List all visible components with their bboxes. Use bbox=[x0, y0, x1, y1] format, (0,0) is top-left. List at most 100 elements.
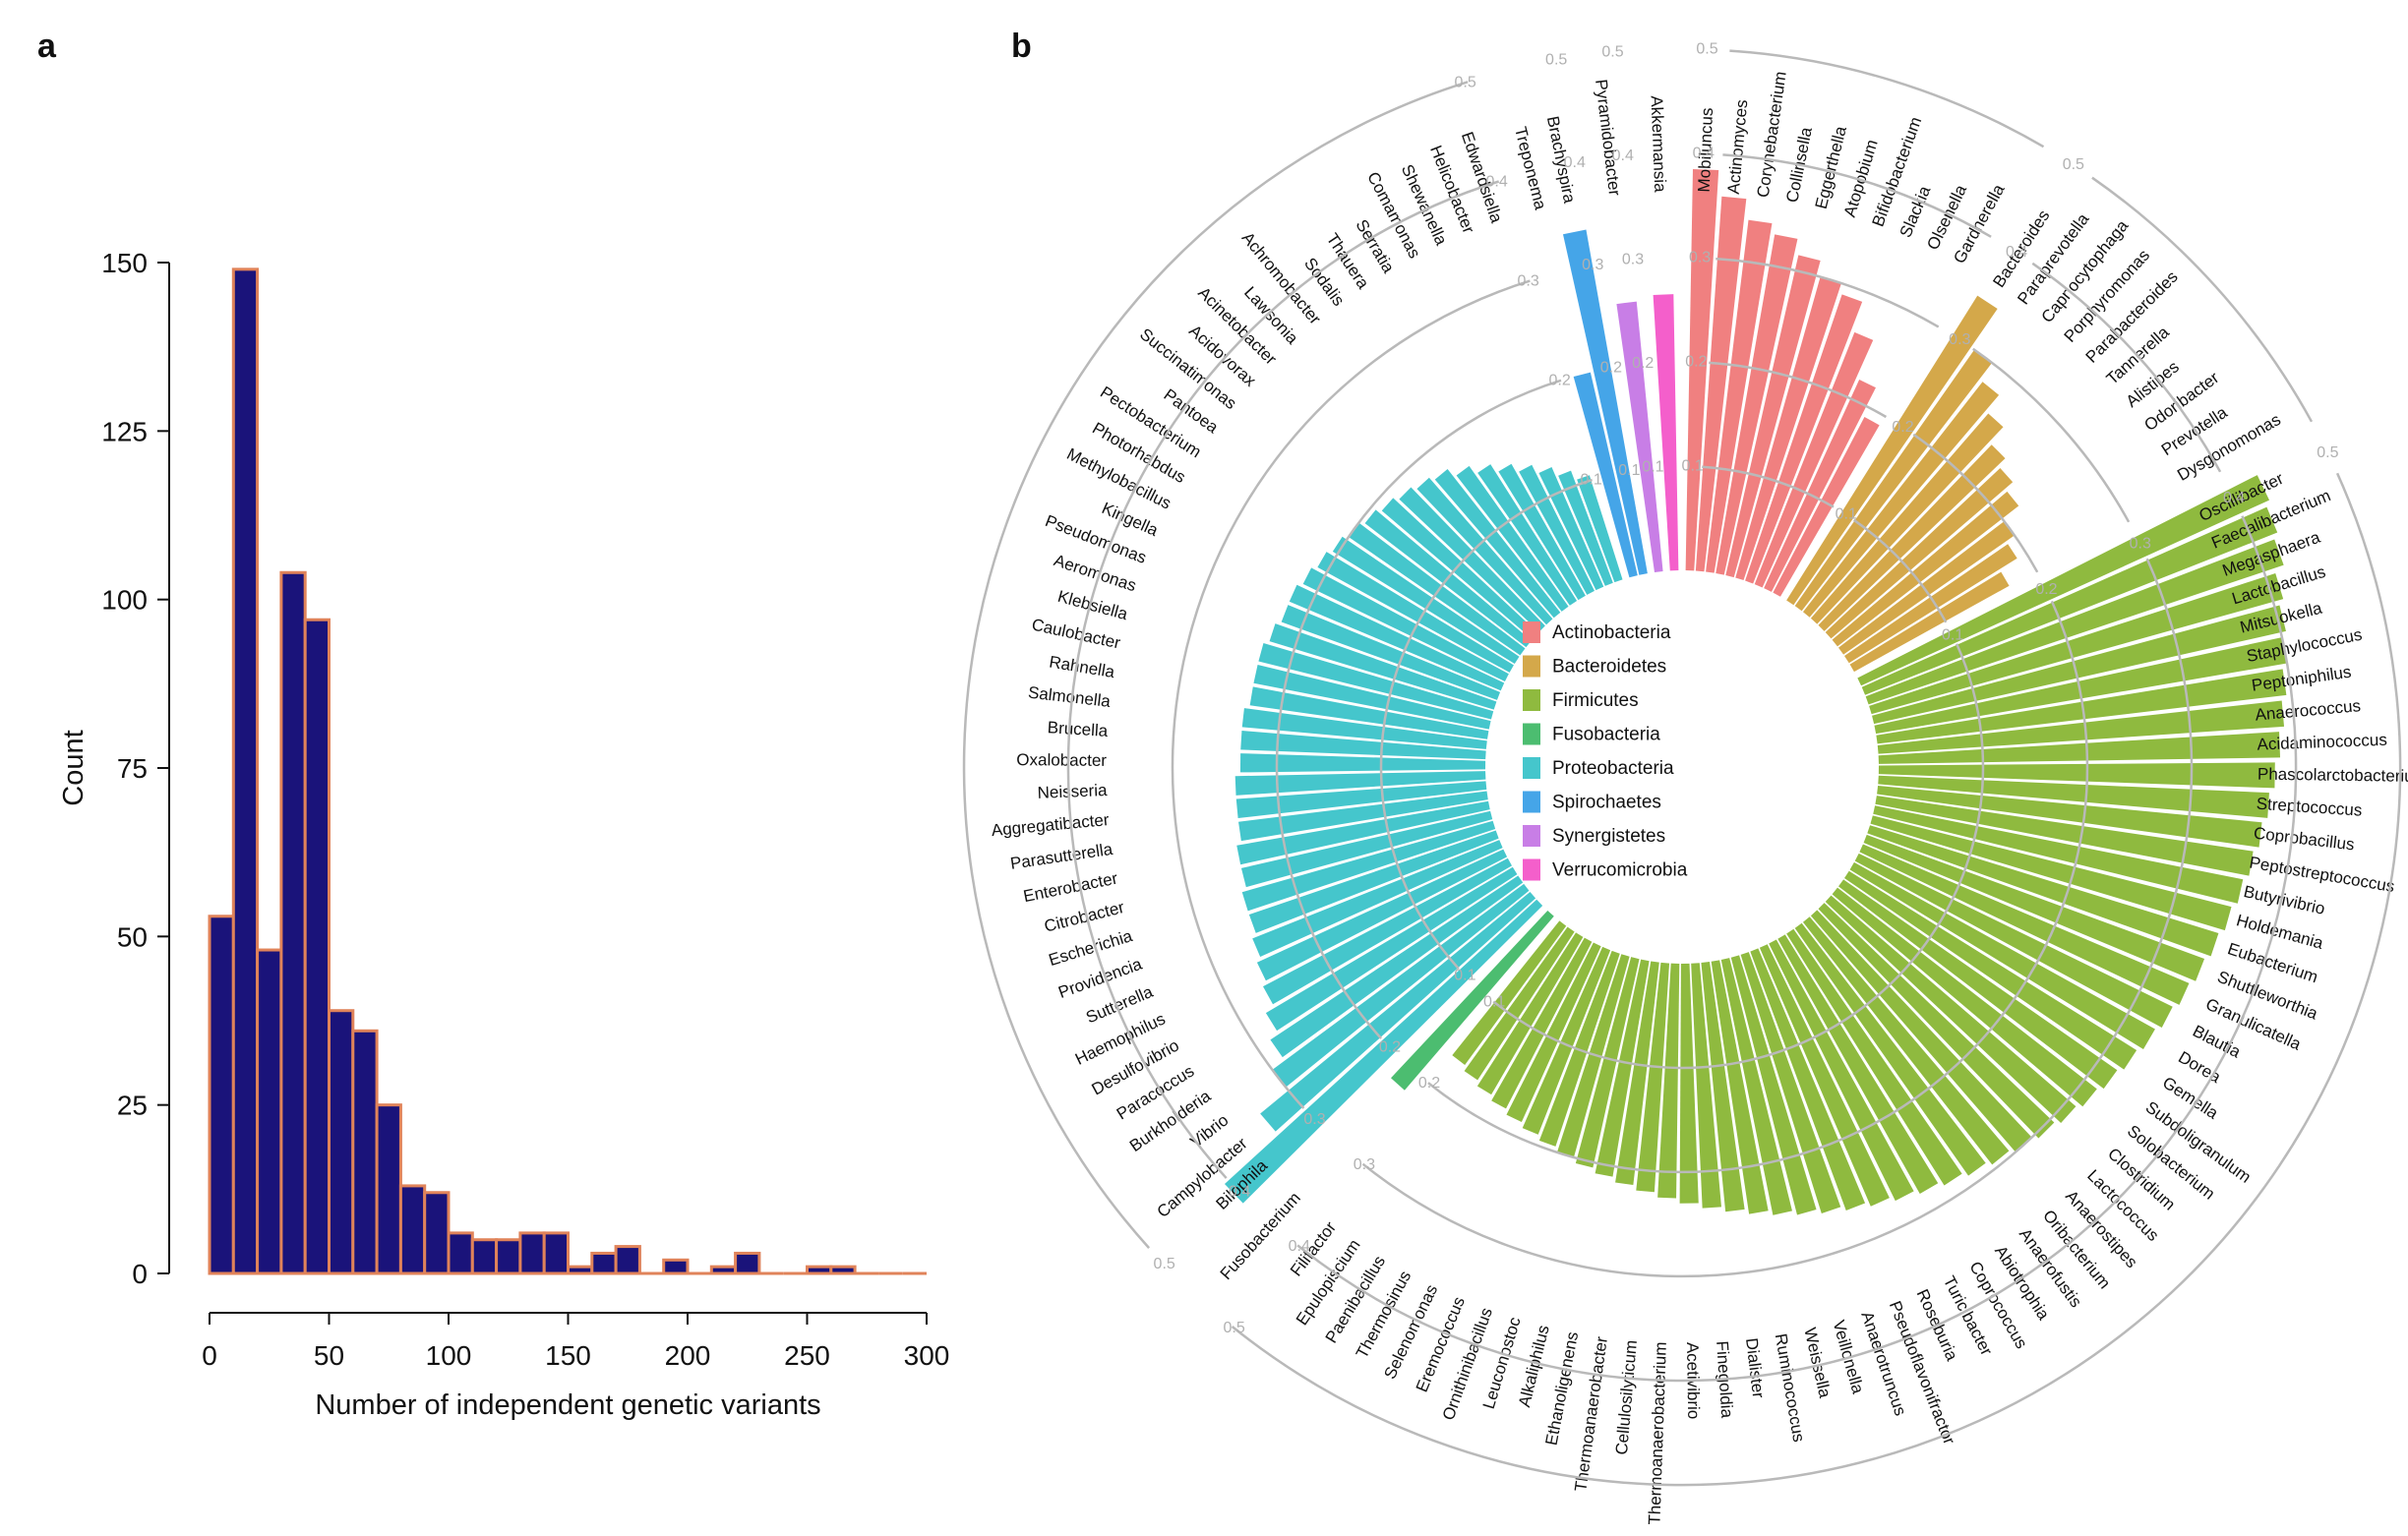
radial-tick-label: 0.4 bbox=[1486, 173, 1508, 190]
histogram-bar bbox=[614, 1245, 641, 1275]
circular-bar bbox=[1844, 870, 2137, 1070]
y-tick-label: 150 bbox=[101, 248, 148, 278]
legend-label: Bacteroidetes bbox=[1552, 657, 1666, 678]
radial-tick-label: 0.4 bbox=[1289, 1238, 1310, 1255]
circular-bar bbox=[1381, 498, 1538, 640]
circular-bar bbox=[1802, 916, 2010, 1165]
circular-bar bbox=[1878, 732, 2281, 764]
histogram-bar bbox=[208, 915, 235, 1275]
circular-bar bbox=[1575, 957, 1640, 1168]
circular-bar bbox=[1615, 961, 1659, 1186]
genus-label: Caulobacter bbox=[1030, 615, 1122, 652]
x-tick-label: 150 bbox=[545, 1340, 591, 1371]
legend-label: Actinobacteria bbox=[1552, 622, 1671, 643]
circular-bar bbox=[1873, 805, 2244, 904]
radial-grid-arc bbox=[1716, 257, 1940, 328]
legend-swatch bbox=[1523, 791, 1540, 813]
circular-bar bbox=[1269, 623, 1497, 710]
histogram-bar bbox=[567, 1265, 594, 1275]
radial-grid-arc bbox=[1361, 558, 2194, 1278]
circular-bar bbox=[1735, 276, 1841, 581]
circular-bar bbox=[1263, 857, 1512, 1005]
radial-tick-label: 0.3 bbox=[1622, 252, 1644, 268]
radial-tick-label: 0.4 bbox=[1229, 1184, 1250, 1201]
circular-bar bbox=[1573, 372, 1638, 578]
histogram-bar bbox=[662, 1258, 690, 1275]
circular-bar bbox=[1248, 830, 1499, 933]
circular-bar bbox=[1538, 950, 1620, 1147]
x-tick-label: 200 bbox=[665, 1340, 711, 1371]
radial-tick-label: 0.5 bbox=[1224, 1320, 1245, 1336]
radial-tick-label: 0.3 bbox=[1582, 257, 1603, 273]
y-tick-label: 50 bbox=[117, 921, 148, 952]
histogram-bar bbox=[303, 618, 331, 1275]
circular-bar bbox=[1522, 946, 1611, 1135]
circular-bar bbox=[1498, 463, 1586, 601]
circular-bar bbox=[1802, 382, 2000, 618]
circular-bar bbox=[1302, 567, 1509, 681]
histogram-bar bbox=[806, 1265, 833, 1275]
circular-bar bbox=[1391, 911, 1554, 1091]
histogram-panel: 0 25 50 75 100 125 150 0 50 100 150 200 250 300 Number… bbox=[58, 248, 949, 1421]
circular-bar bbox=[1849, 861, 2155, 1049]
circular-bar bbox=[1239, 753, 1486, 773]
circular-bar bbox=[1818, 444, 2006, 631]
radial-tick-label: 0.3 bbox=[1518, 272, 1539, 289]
circular-bar bbox=[1818, 903, 2055, 1139]
legend-swatch bbox=[1523, 655, 1540, 678]
circular-bar bbox=[1289, 584, 1505, 691]
circular-bar bbox=[1759, 944, 1890, 1207]
circular-bar bbox=[1711, 960, 1769, 1214]
circular-bar bbox=[1701, 962, 1745, 1212]
circular-bar bbox=[1725, 255, 1821, 578]
circular-bar bbox=[1810, 910, 2032, 1152]
circular-bar bbox=[1348, 522, 1526, 656]
radial-tick-label: 0.4 bbox=[1612, 148, 1634, 164]
radial-tick-label: 0.1 bbox=[1836, 506, 1857, 523]
histogram-bar bbox=[447, 1231, 474, 1275]
legend-label: Synergistetes bbox=[1552, 826, 1665, 847]
circular-bar bbox=[1825, 895, 2077, 1124]
circular-bar bbox=[1854, 853, 2173, 1029]
genus-label: Cellulosilyticum bbox=[1612, 1339, 1641, 1455]
genus-label: Corynebacterium bbox=[1754, 70, 1790, 199]
circular-bar bbox=[1238, 791, 1488, 842]
legend-swatch bbox=[1523, 757, 1540, 779]
circular-bar bbox=[1786, 295, 1998, 606]
circular-bar bbox=[1562, 229, 1648, 575]
genus-label: Salmonella bbox=[1027, 683, 1112, 711]
radial-tick-label: 0.5 bbox=[1696, 41, 1717, 58]
circular-bar bbox=[1270, 875, 1524, 1058]
genus-label: Peptoniphilus bbox=[2251, 663, 2353, 695]
circular-bar bbox=[1416, 477, 1553, 625]
circular-bar bbox=[1832, 491, 2019, 647]
genus-label: Phascolarctobacterium bbox=[2258, 765, 2408, 786]
radial-grid-arc bbox=[1427, 600, 2089, 1174]
x-tick-label: 250 bbox=[784, 1340, 830, 1371]
histogram-bar bbox=[256, 948, 283, 1275]
radial-tick-label: 0.5 bbox=[1545, 51, 1567, 68]
circular-bar bbox=[1720, 958, 1792, 1215]
circular-bar bbox=[1332, 536, 1520, 664]
circular-bar bbox=[1695, 196, 1747, 572]
radial-tick-label: 0.2 bbox=[1685, 353, 1707, 370]
circular-bar bbox=[1317, 552, 1514, 673]
radial-tick-label: 0.4 bbox=[2006, 244, 2027, 261]
circular-bar bbox=[1679, 963, 1699, 1204]
circular-bar bbox=[1861, 506, 2278, 695]
radial-tick-label: 0.3 bbox=[2130, 536, 2151, 553]
radial-tick-label: 0.3 bbox=[1354, 1156, 1375, 1173]
legend-swatch bbox=[1523, 621, 1540, 643]
radial-grid-arc bbox=[1492, 643, 1985, 1070]
radial-grid-arc bbox=[1296, 515, 2298, 1383]
circular-bar bbox=[1252, 840, 1503, 958]
circular-bar bbox=[1653, 294, 1679, 571]
circular-bar bbox=[1869, 572, 2284, 715]
x-axis-title: Number of independent genetic variants bbox=[315, 1389, 820, 1421]
circular-bar bbox=[1265, 866, 1518, 1032]
legend-swatch bbox=[1523, 723, 1540, 745]
circular-bar bbox=[1272, 883, 1530, 1088]
radial-tick-label: 0.2 bbox=[1892, 419, 1913, 436]
genus-label: Streptococcus bbox=[2256, 795, 2363, 820]
circular-bar bbox=[1764, 380, 1876, 592]
